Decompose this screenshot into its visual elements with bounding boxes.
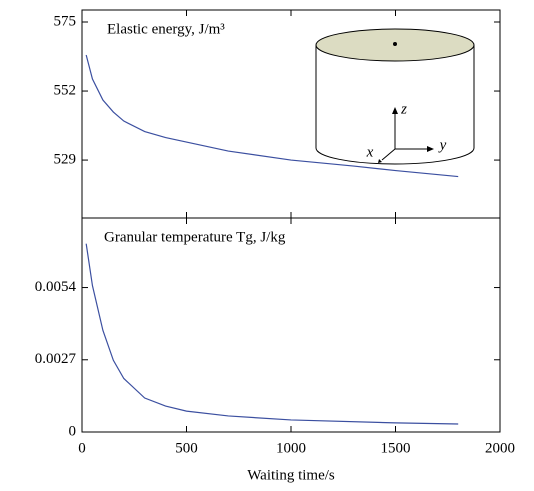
y-tick-label: 552 xyxy=(54,82,77,98)
x-tick-label: 1000 xyxy=(276,440,306,456)
y-tick-label: 0 xyxy=(69,423,77,439)
inset-axis-label: z xyxy=(400,101,407,117)
y-tick-label: 0.0054 xyxy=(35,279,77,295)
inset-axis-label: y xyxy=(438,137,447,153)
x-tick-label: 500 xyxy=(175,440,198,456)
x-tick-label: 2000 xyxy=(485,440,515,456)
x-axis-label: Waiting time/s xyxy=(247,467,335,483)
y-tick-label: 575 xyxy=(54,13,77,29)
x-tick-label: 0 xyxy=(78,440,86,456)
inset-axis-label: x xyxy=(366,144,374,160)
y-tick-label: 0.0027 xyxy=(35,351,77,367)
data-line xyxy=(85,54,459,178)
panel-title: Granular temperature Tg, J/kg xyxy=(104,229,286,245)
data-line xyxy=(85,243,459,425)
y-tick-label: 529 xyxy=(54,152,77,168)
panel-title: Elastic energy, J/m³ xyxy=(107,21,225,37)
x-tick-label: 1500 xyxy=(381,440,411,456)
plot-frame xyxy=(81,217,501,433)
inset-cylinder xyxy=(315,28,475,165)
